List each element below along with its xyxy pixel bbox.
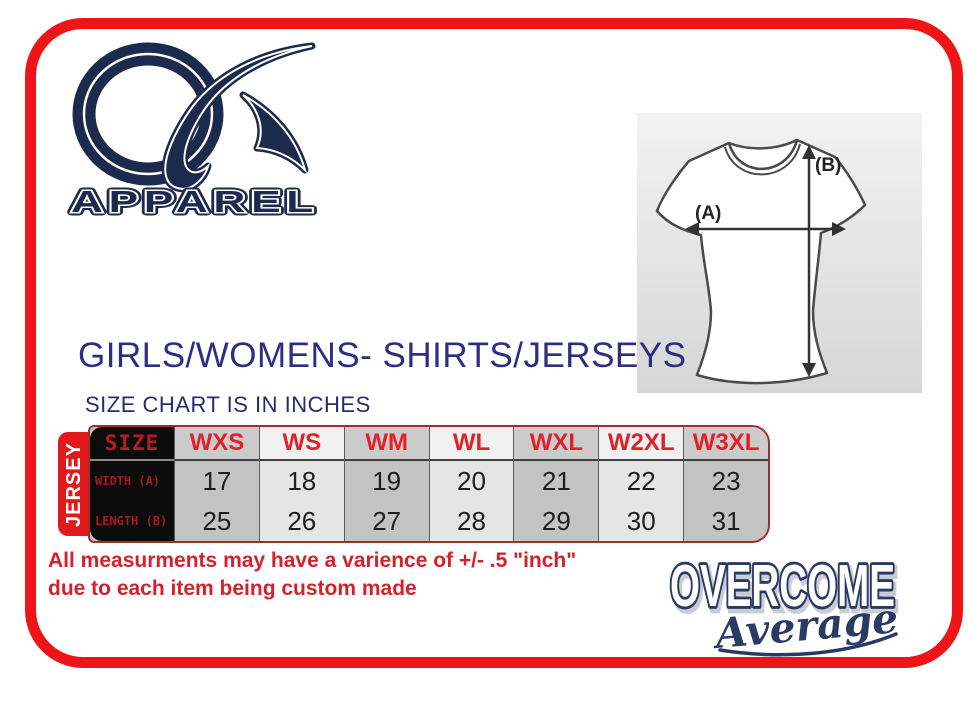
overcome-word-shadow: OVERCOME	[672, 557, 897, 623]
length-value: 28	[457, 505, 486, 536]
apparel-wordmark-pinstripe: APPAREL	[71, 184, 319, 219]
size-column-wxs: WXS 17 25	[174, 427, 259, 541]
length-value: 30	[626, 505, 656, 536]
page-title: GIRLS/WOMENS- SHIRTS/JERSEYS	[78, 336, 687, 375]
size-column-wxl: WXL 21 29	[513, 427, 599, 541]
overcome-average-logo: OVERCOME OVERCOME Average	[668, 551, 901, 658]
column-header: WS	[259, 427, 344, 461]
width-arrow-label: (A)	[695, 203, 721, 224]
width-value: 23	[711, 465, 741, 496]
shirt-measurement-diagram: (A) (B)	[637, 113, 922, 393]
length-value: 25	[202, 505, 232, 536]
length-arrow-label: (B)	[815, 155, 841, 176]
length-arrow-icon	[802, 145, 816, 377]
width-value: 18	[287, 465, 317, 496]
column-header: WXL	[514, 427, 599, 461]
apparel-wordmark-fill: APPAREL	[71, 184, 319, 219]
column-header: W2XL	[599, 427, 684, 461]
length-value: 26	[287, 505, 317, 536]
column-header: WXS	[175, 427, 259, 461]
size-column-wl: WL 20 28	[428, 427, 514, 541]
width-row-label: WIDTH (A)	[95, 474, 161, 488]
width-value: 22	[626, 465, 656, 496]
column-header: WL	[429, 427, 514, 461]
size-table-header-panel: SIZE WIDTH (A) LENGTH (B)	[90, 427, 174, 541]
page-border-frame	[25, 18, 963, 668]
shirt-outline-icon	[655, 138, 867, 385]
column-header: W3XL	[684, 427, 768, 461]
size-corner-label: SIZE	[90, 427, 174, 461]
width-value: 21	[541, 465, 571, 496]
size-column-ws: WS 18 26	[258, 427, 344, 541]
length-value: 29	[541, 505, 571, 536]
width-value: 19	[372, 465, 402, 496]
size-table: SIZE WIDTH (A) LENGTH (B) WXS 17 25 WS 1…	[88, 425, 770, 543]
disclaimer-line-2: due to each item being custom made	[48, 577, 417, 600]
length-row-label: LENGTH (B)	[95, 514, 168, 528]
overcome-word: OVERCOME	[670, 553, 895, 619]
page-subtitle: SIZE CHART IS IN INCHES	[85, 392, 371, 417]
size-column-w2xl: W2XL 22 30	[598, 427, 684, 541]
length-value: 31	[711, 505, 741, 536]
width-value: 20	[457, 465, 486, 496]
width-value: 17	[202, 465, 232, 496]
size-column-wm: WM 19 27	[343, 427, 429, 541]
brand-logo: APPAREL APPAREL APPAREL	[68, 42, 319, 223]
apparel-wordmark: APPAREL	[71, 184, 319, 219]
oa-mark-icon	[72, 42, 316, 193]
width-arrow-icon	[685, 222, 846, 236]
column-header: WM	[344, 427, 429, 461]
average-underline-swash	[718, 632, 898, 657]
length-value: 27	[372, 505, 402, 536]
disclaimer-text: All measurments may have a varience of +…	[48, 547, 576, 603]
disclaimer-line-1: All measurments may have a varience of +…	[48, 549, 577, 572]
size-column-w3xl: W3XL 23 31	[683, 427, 768, 541]
jersey-category-label: JERSEY	[62, 441, 85, 527]
